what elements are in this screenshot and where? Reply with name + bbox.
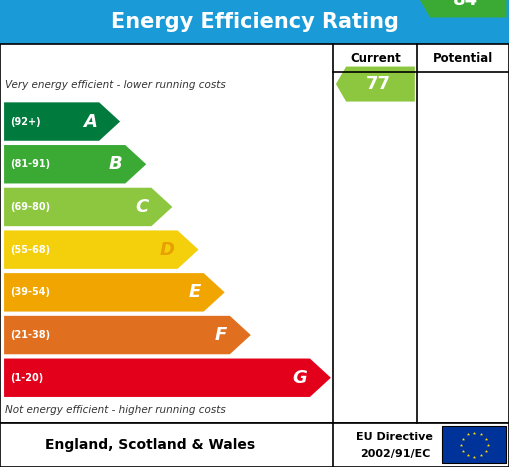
Polygon shape	[4, 188, 173, 226]
Text: G: G	[293, 369, 307, 387]
Bar	[0, 0, 509, 44]
Text: B: B	[109, 155, 123, 173]
Text: Energy Efficiency Rating: Energy Efficiency Rating	[110, 12, 399, 32]
Text: Potential: Potential	[433, 52, 493, 65]
Bar	[442, 426, 506, 463]
Text: (55-68): (55-68)	[10, 245, 50, 255]
Text: D: D	[160, 241, 175, 259]
Text: E: E	[189, 283, 201, 301]
Text: (39-54): (39-54)	[10, 287, 50, 297]
Polygon shape	[4, 102, 120, 141]
Text: 77: 77	[365, 75, 390, 93]
Polygon shape	[4, 145, 146, 184]
Text: (92+): (92+)	[10, 117, 41, 127]
Text: 84: 84	[453, 0, 478, 9]
Text: A: A	[83, 113, 97, 131]
Bar	[0, 423, 509, 467]
Polygon shape	[336, 67, 415, 101]
Polygon shape	[4, 273, 224, 311]
Text: (81-91): (81-91)	[10, 159, 50, 169]
Polygon shape	[4, 230, 199, 269]
Text: (1-20): (1-20)	[10, 373, 43, 383]
Text: (21-38): (21-38)	[10, 330, 50, 340]
Polygon shape	[4, 359, 331, 397]
Text: F: F	[215, 326, 228, 344]
Text: (69-80): (69-80)	[10, 202, 50, 212]
Text: England, Scotland & Wales: England, Scotland & Wales	[45, 438, 255, 452]
Polygon shape	[4, 316, 251, 354]
Text: Not energy efficient - higher running costs: Not energy efficient - higher running co…	[5, 405, 226, 415]
Text: 2002/91/EC: 2002/91/EC	[360, 449, 430, 459]
Bar	[0, 44, 509, 423]
Text: EU Directive: EU Directive	[356, 432, 433, 442]
Text: Very energy efficient - lower running costs: Very energy efficient - lower running co…	[5, 80, 226, 90]
Text: Current: Current	[350, 52, 401, 65]
Polygon shape	[420, 0, 506, 17]
Text: C: C	[135, 198, 149, 216]
